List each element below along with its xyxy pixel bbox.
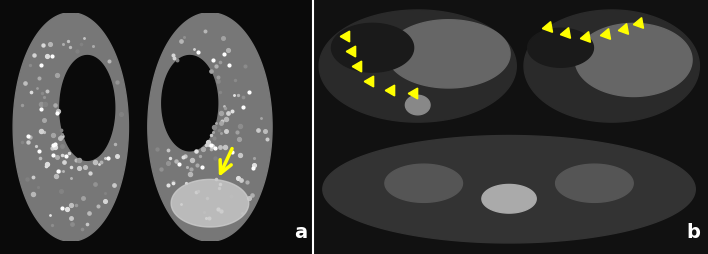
Polygon shape [387, 20, 510, 88]
Polygon shape [556, 164, 633, 202]
Polygon shape [331, 23, 413, 72]
Polygon shape [13, 13, 128, 241]
Text: b: b [686, 223, 700, 242]
Bar [0, 0, 312, 254]
Polygon shape [406, 95, 430, 115]
Polygon shape [171, 179, 249, 227]
Polygon shape [319, 10, 516, 122]
Polygon shape [524, 10, 700, 122]
Polygon shape [482, 184, 536, 213]
Polygon shape [59, 56, 115, 160]
Polygon shape [162, 56, 218, 151]
Polygon shape [148, 13, 272, 241]
Polygon shape [527, 28, 593, 67]
Polygon shape [575, 23, 692, 97]
Polygon shape [323, 136, 695, 243]
Bar [314, 0, 708, 254]
Polygon shape [385, 164, 462, 202]
Text: a: a [294, 223, 307, 242]
